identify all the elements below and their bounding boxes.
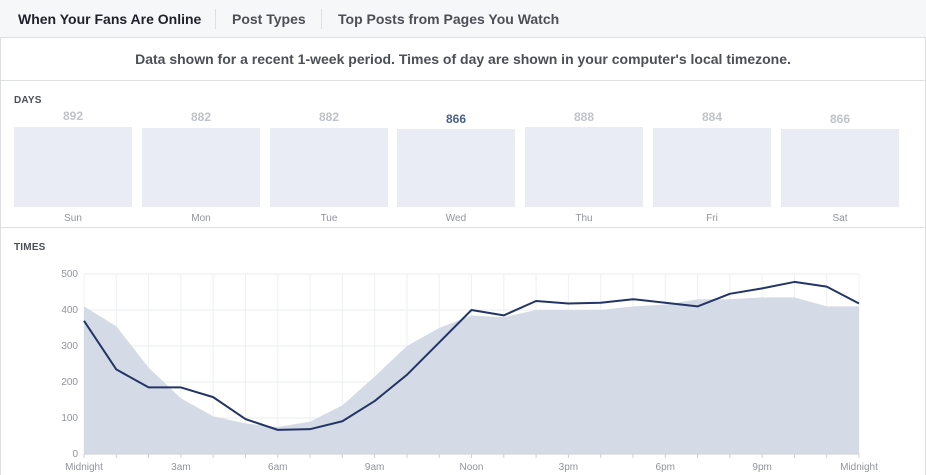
tab-top-posts[interactable]: Top Posts from Pages You Watch bbox=[338, 11, 560, 27]
y-tick-label: 200 bbox=[61, 377, 78, 388]
day-column-tue[interactable]: 882 Tue bbox=[270, 100, 388, 227]
panel-border-left bbox=[0, 38, 1, 475]
day-value: 882 bbox=[318, 110, 340, 124]
day-bar[interactable] bbox=[142, 128, 260, 207]
y-tick-label: 500 bbox=[61, 269, 78, 280]
x-tick-label: 6pm bbox=[656, 462, 675, 473]
x-tick-label: Midnight bbox=[840, 462, 878, 473]
x-tick-label: 3pm bbox=[559, 462, 578, 473]
tab-divider bbox=[321, 9, 322, 29]
day-bar[interactable] bbox=[781, 129, 899, 207]
times-chart[interactable]: 0 100 200 300 400 500 Midnight 3am 6am 9am Noon 3pm… bbox=[0, 260, 926, 475]
area-series-all-days bbox=[84, 297, 859, 454]
tab-bar: When Your Fans Are Online Post Types Top… bbox=[0, 0, 926, 38]
day-value: 866 bbox=[829, 112, 851, 126]
x-tick-label: 3am bbox=[171, 462, 190, 473]
line-series-selected-day bbox=[83, 280, 860, 431]
day-column-thu[interactable]: 888 Thu bbox=[525, 100, 643, 227]
day-column-sat[interactable]: 866 Sat bbox=[781, 100, 899, 227]
day-bar[interactable] bbox=[525, 127, 643, 207]
x-tick-label: Midnight bbox=[65, 462, 103, 473]
tab-when-fans-online[interactable]: When Your Fans Are Online bbox=[18, 11, 202, 27]
x-tick-label: 6am bbox=[268, 462, 287, 473]
day-bar[interactable] bbox=[653, 128, 771, 207]
days-section-title: DAYS bbox=[14, 95, 42, 106]
day-label: Mon bbox=[191, 213, 211, 224]
y-tick-label: 0 bbox=[72, 449, 78, 460]
day-label: Wed bbox=[445, 213, 467, 224]
day-bar[interactable] bbox=[14, 127, 132, 207]
day-value: 882 bbox=[190, 110, 212, 124]
day-column-wed[interactable]: 866 Wed bbox=[397, 100, 515, 227]
day-value: 892 bbox=[62, 109, 84, 123]
day-label: Thu bbox=[575, 213, 593, 224]
section-divider bbox=[0, 227, 926, 228]
x-tick-label: Noon bbox=[460, 462, 484, 473]
day-column-sun[interactable]: 892 Sun bbox=[14, 100, 132, 227]
x-tick-label: 9pm bbox=[752, 462, 771, 473]
x-tick-label: 9am bbox=[365, 462, 384, 473]
day-column-mon[interactable]: 882 Mon bbox=[142, 100, 260, 227]
y-tick-label: 400 bbox=[61, 305, 78, 316]
day-value: 866 bbox=[445, 112, 467, 126]
day-value: 888 bbox=[573, 110, 595, 124]
day-bar[interactable] bbox=[397, 129, 515, 207]
day-label: Fri bbox=[706, 213, 718, 224]
y-tick-label: 300 bbox=[61, 341, 78, 352]
day-label: Tue bbox=[320, 213, 338, 224]
times-section-title: TIMES bbox=[14, 242, 46, 253]
day-value: 884 bbox=[701, 110, 723, 124]
day-label: Sun bbox=[64, 213, 82, 224]
timezone-notice: Data shown for a recent 1-week period. T… bbox=[0, 38, 926, 81]
day-label: Sat bbox=[832, 213, 848, 224]
tab-post-types[interactable]: Post Types bbox=[232, 11, 306, 27]
day-column-fri[interactable]: 884 Fri bbox=[653, 100, 771, 227]
day-bar[interactable] bbox=[270, 128, 388, 207]
tab-divider bbox=[215, 9, 216, 29]
y-tick-label: 100 bbox=[61, 413, 78, 424]
